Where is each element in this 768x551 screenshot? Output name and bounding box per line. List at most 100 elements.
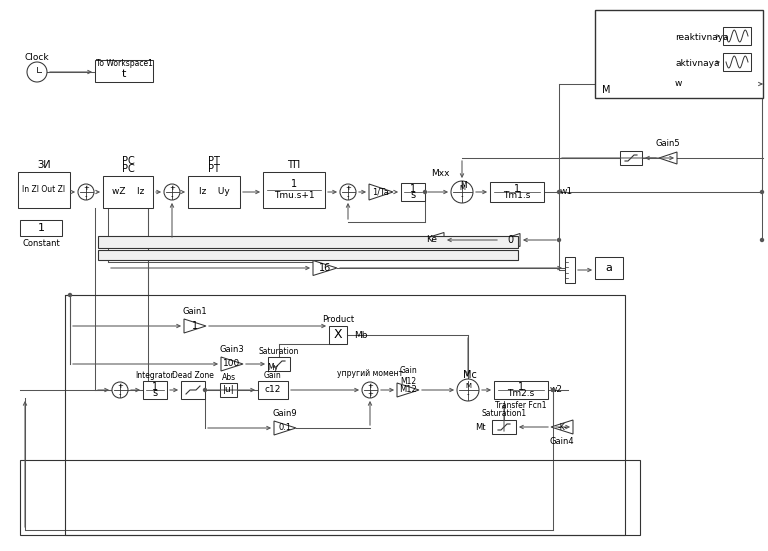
Circle shape: [457, 379, 479, 401]
Text: РТ: РТ: [208, 156, 220, 166]
Circle shape: [27, 62, 47, 82]
Text: a: a: [605, 263, 612, 273]
Text: 1: 1: [38, 223, 45, 233]
Bar: [20, 460, 640, 535]
Bar: [188, 176, 240, 208]
Text: Tm1.s: Tm1.s: [503, 191, 531, 200]
Text: ТП: ТП: [287, 160, 300, 170]
Text: M: M: [461, 181, 467, 190]
Text: reaktivnaya: reaktivnaya: [675, 34, 729, 42]
Text: w2: w2: [549, 386, 562, 395]
Text: Gain
M12: Gain M12: [399, 366, 417, 386]
Text: Saturation1: Saturation1: [482, 409, 527, 419]
Text: Mxx: Mxx: [431, 170, 449, 179]
Bar: [258, 381, 288, 399]
Circle shape: [760, 191, 763, 193]
Text: wZ    Iz: wZ Iz: [112, 187, 144, 197]
Text: Mb: Mb: [354, 331, 368, 339]
Bar: [490, 182, 544, 202]
Text: Saturation: Saturation: [259, 347, 300, 355]
Text: PT: PT: [208, 164, 220, 174]
Text: Constant: Constant: [22, 239, 60, 247]
Text: Gain4: Gain4: [550, 436, 574, 446]
Text: To Workspace1: To Workspace1: [95, 60, 152, 68]
Text: Mc: Mc: [463, 370, 477, 380]
Text: +: +: [83, 185, 89, 191]
Bar: [268, 357, 290, 371]
Bar: [95, 60, 153, 82]
Circle shape: [362, 382, 378, 398]
Circle shape: [204, 388, 207, 392]
Text: Gain3: Gain3: [220, 345, 244, 354]
Text: 1: 1: [514, 183, 520, 193]
Text: упругий момент: упругий момент: [337, 369, 403, 377]
Text: Integrator: Integrator: [136, 370, 174, 380]
Text: 100: 100: [223, 359, 240, 369]
Text: My: My: [267, 364, 279, 372]
Text: -: -: [84, 193, 88, 199]
Bar: [143, 381, 167, 399]
Bar: [492, 420, 516, 434]
Text: Clock: Clock: [25, 53, 49, 62]
Polygon shape: [221, 357, 243, 371]
Text: w: w: [675, 79, 683, 89]
Text: Tmu.s+1: Tmu.s+1: [273, 192, 314, 201]
Text: M: M: [459, 185, 465, 191]
Text: 1: 1: [192, 321, 198, 331]
Text: -: -: [119, 391, 121, 397]
Text: PC: PC: [121, 164, 134, 174]
Text: -K-: -K-: [557, 423, 567, 431]
Bar: [98, 250, 518, 260]
Text: c12: c12: [265, 386, 281, 395]
Bar: [565, 257, 575, 283]
Text: In ZI Out ZI: In ZI Out ZI: [22, 186, 65, 195]
Polygon shape: [659, 152, 677, 164]
Circle shape: [451, 181, 473, 203]
Circle shape: [558, 191, 561, 193]
Bar: [723, 53, 751, 71]
Text: Gain9: Gain9: [273, 409, 297, 419]
Text: M12: M12: [399, 386, 417, 395]
Text: +: +: [117, 383, 123, 389]
Text: 1: 1: [152, 382, 158, 392]
Text: Iz    Uy: Iz Uy: [199, 187, 230, 197]
Bar: [494, 381, 548, 399]
Bar: [98, 236, 518, 248]
Polygon shape: [274, 421, 296, 435]
Text: -: -: [170, 193, 174, 199]
Text: Mt: Mt: [475, 423, 486, 431]
Polygon shape: [397, 383, 419, 397]
Text: Product: Product: [322, 315, 354, 323]
Text: РС: РС: [121, 156, 134, 166]
Text: Dead Zone: Dead Zone: [172, 370, 214, 380]
Circle shape: [112, 382, 128, 398]
Bar: [103, 176, 153, 208]
Text: Abs: Abs: [221, 374, 236, 382]
Circle shape: [760, 239, 763, 241]
Polygon shape: [313, 261, 337, 276]
Text: ЗИ: ЗИ: [37, 160, 51, 170]
Polygon shape: [500, 234, 520, 246]
Text: Ke: Ke: [426, 235, 438, 245]
Polygon shape: [369, 184, 393, 200]
Text: -: -: [461, 193, 463, 199]
Text: M: M: [465, 383, 471, 389]
Bar: [401, 183, 425, 201]
Circle shape: [558, 239, 561, 241]
Text: s: s: [410, 190, 415, 200]
Text: 0.1: 0.1: [279, 424, 292, 433]
Text: +: +: [169, 185, 175, 191]
Text: 1: 1: [518, 382, 524, 392]
Bar: [220, 383, 237, 397]
Text: 1: 1: [291, 179, 297, 189]
Circle shape: [423, 191, 426, 193]
Polygon shape: [420, 233, 444, 247]
Text: 16: 16: [319, 263, 331, 273]
Text: Tm2.s: Tm2.s: [508, 388, 535, 397]
Bar: [18, 172, 70, 208]
Polygon shape: [551, 420, 573, 434]
Bar: [20, 220, 62, 236]
Circle shape: [78, 184, 94, 200]
Text: +: +: [367, 383, 373, 389]
Bar: [329, 326, 347, 344]
